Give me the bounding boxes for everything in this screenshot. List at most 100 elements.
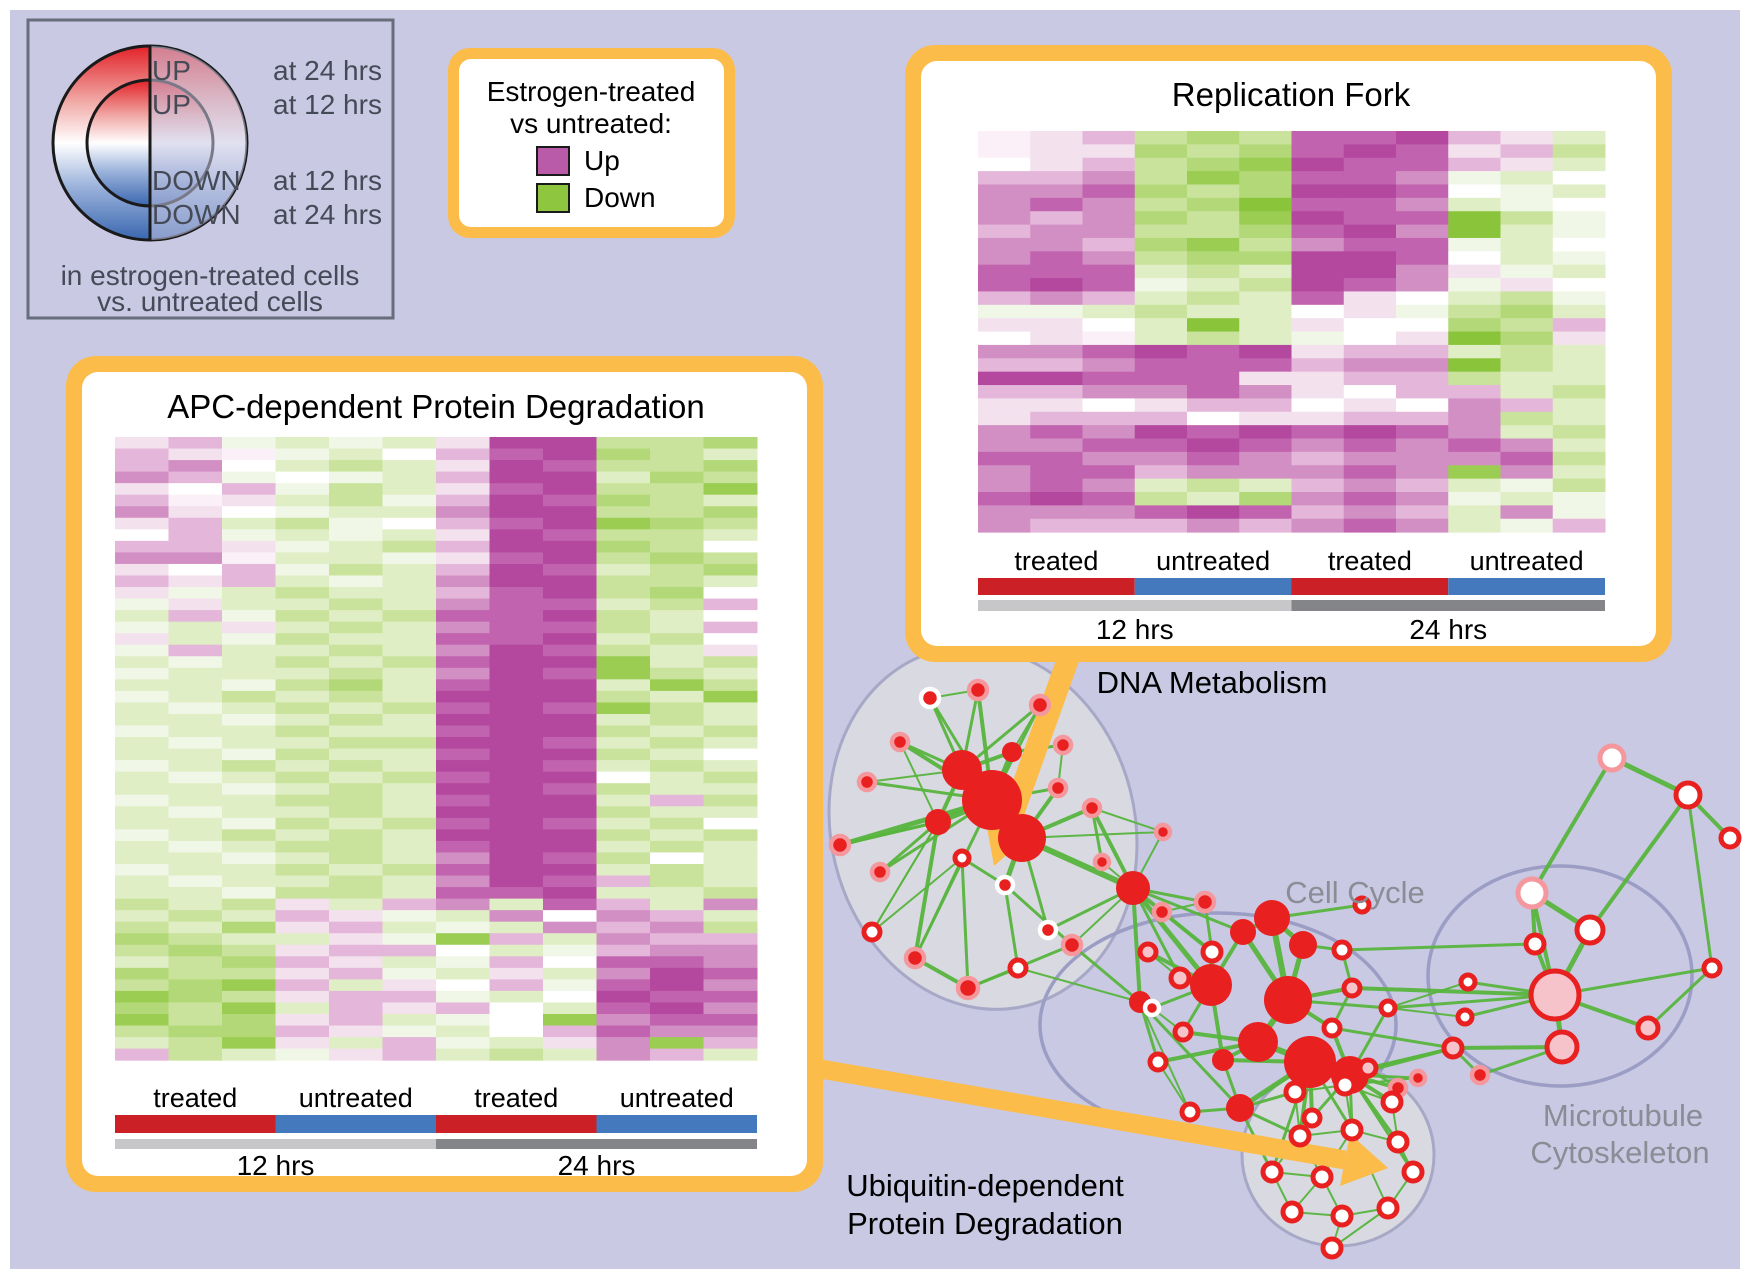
heatmap-cell — [543, 783, 597, 796]
heatmap-cell — [222, 448, 276, 461]
heatmap-cell — [703, 1037, 758, 1050]
heatmap-cell — [489, 667, 544, 680]
heatmap-cell — [1291, 478, 1345, 493]
heatmap-cell — [543, 633, 597, 646]
heatmap-cell — [1343, 505, 1397, 520]
heatmap-cell — [1343, 197, 1397, 212]
heatmap-cell — [329, 633, 383, 646]
heatmap-cell — [1030, 131, 1083, 145]
heatmap-cell — [489, 898, 544, 911]
heatmap-cell — [436, 437, 490, 450]
heatmap-cell — [543, 517, 597, 530]
heatmap-cell — [489, 990, 544, 1003]
heatmap-cell — [1500, 465, 1554, 480]
heatmap-cell — [978, 251, 1031, 266]
heatmap-cell — [1291, 518, 1345, 533]
heatmap-cell — [650, 725, 704, 738]
heatmap-cell — [1448, 371, 1501, 386]
ring-label-down-24: DOWN — [152, 199, 241, 230]
heatmap-cell — [596, 806, 651, 819]
heatmap-cell — [1187, 251, 1240, 266]
heatmap-cell — [543, 748, 597, 761]
heatmap-cell — [1343, 411, 1397, 426]
heatmap-cell — [222, 921, 276, 934]
time-12hrs-bar — [978, 600, 1292, 611]
heatmap-cell — [222, 437, 276, 450]
heatmap-cell — [115, 587, 169, 600]
heatmap-cell — [650, 460, 704, 473]
heatmap-cell — [275, 610, 330, 623]
heatmap-cell — [329, 598, 383, 611]
heatmap-cell — [329, 552, 383, 565]
heatmap-cell — [436, 990, 490, 1003]
heatmap-cell — [168, 898, 223, 911]
heatmap-cell — [1396, 385, 1449, 399]
heatmap-cell — [436, 563, 490, 576]
heatmap-cell — [115, 1014, 169, 1027]
heatmap-cell — [222, 806, 276, 819]
heatmap-cell — [1187, 438, 1240, 453]
gene-node — [1147, 1051, 1169, 1073]
heatmap-cell — [489, 748, 544, 761]
heatmap-cell — [543, 1037, 597, 1050]
heatmap-cell — [1030, 411, 1083, 426]
heatmap-cell — [436, 875, 490, 888]
heatmap-cell — [650, 1048, 704, 1061]
heatmap-cell — [1030, 358, 1083, 373]
heatmap-cell — [489, 483, 544, 496]
heatmap-cell — [1291, 224, 1345, 239]
heatmap-cell — [382, 829, 437, 842]
heatmap-cell — [1134, 318, 1188, 333]
heatmap-cell — [436, 840, 490, 853]
heatmap-cell — [703, 587, 758, 600]
heatmap-cell — [382, 575, 437, 588]
heatmap-cell — [1552, 144, 1606, 159]
heatmap-cell — [1239, 491, 1292, 506]
heatmap-cell — [703, 1048, 758, 1061]
gene-node — [1376, 1196, 1400, 1220]
heatmap-cell — [1291, 438, 1345, 453]
heatmap-cell — [168, 575, 223, 588]
heatmap-cell — [275, 1048, 330, 1061]
heatmap-cell — [1239, 398, 1292, 413]
heatmap-cell — [1291, 184, 1345, 199]
heatmap-cell — [1030, 385, 1083, 399]
heatmap-cell — [115, 563, 169, 576]
heatmap-cell — [329, 1002, 383, 1015]
heatmap-cell — [703, 471, 758, 484]
heatmap-cell — [650, 679, 704, 692]
heatmap-cell — [543, 529, 597, 542]
heatmap-cell — [1082, 237, 1136, 252]
heatmap-cell — [329, 563, 383, 576]
heatmap-cell — [650, 921, 704, 934]
network-edge — [1132, 886, 1244, 934]
updown-legend-panel — [459, 59, 724, 227]
heatmap-cell — [436, 760, 490, 773]
heatmap-cell — [1552, 304, 1606, 319]
heatmap-cell — [1448, 331, 1501, 346]
heatmap-cell — [222, 760, 276, 773]
heatmap-cell — [543, 794, 597, 807]
heatmap-cell — [650, 506, 704, 519]
heatmap-cell — [1134, 131, 1188, 145]
heatmap-cell — [222, 679, 276, 692]
heatmap-cell — [168, 967, 223, 980]
heatmap-cell — [1239, 371, 1292, 386]
heatmap-cell — [329, 990, 383, 1003]
heatmap-cell — [650, 863, 704, 877]
heatmap-cell — [1187, 291, 1240, 306]
heatmap-cell — [703, 760, 758, 773]
heatmap-cell — [222, 575, 276, 588]
heatmap-cell — [382, 1048, 437, 1061]
heatmap-cell — [115, 633, 169, 646]
heatmap-cell — [489, 771, 544, 784]
apc-annotations: treated untreated treated untreated 12 hrs 24… — [115, 1083, 757, 1181]
heatmap-cell — [543, 552, 597, 565]
heatmap-cell — [1500, 278, 1554, 292]
gene-node — [1137, 941, 1159, 963]
up-swatch — [536, 146, 570, 176]
heatmap-cell — [329, 529, 383, 542]
heatmap-cell — [168, 1048, 223, 1061]
heatmap-cell — [275, 921, 330, 934]
gene-node — [952, 848, 972, 868]
